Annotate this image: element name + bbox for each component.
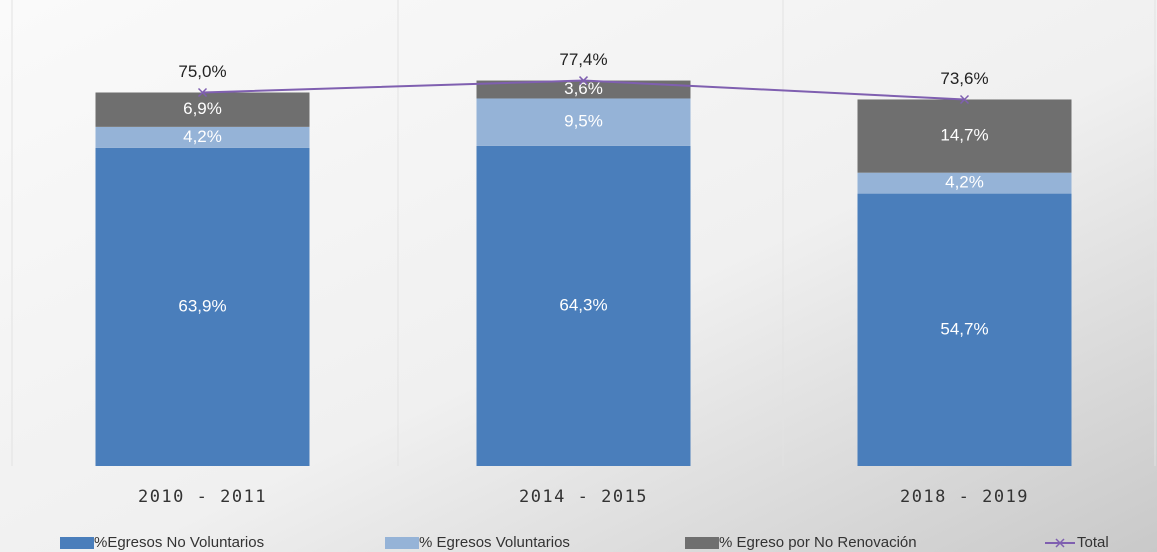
total-marker bbox=[197, 87, 208, 98]
bar-segment bbox=[476, 80, 691, 99]
total-marker bbox=[578, 76, 589, 86]
value-label: 4,2% bbox=[945, 173, 984, 192]
legend-swatch bbox=[685, 537, 719, 549]
legend-swatch bbox=[60, 537, 94, 549]
x-tick-label: 2018 - 2019 bbox=[900, 487, 1029, 507]
value-label: 6,9% bbox=[183, 99, 222, 118]
value-label: 9,5% bbox=[564, 112, 603, 131]
bar-segment bbox=[857, 99, 1072, 173]
bar-segment bbox=[95, 126, 310, 148]
total-label: 75,0% bbox=[178, 62, 226, 81]
legend-label: % Egresos Voluntarios bbox=[419, 534, 570, 551]
x-tick-label: 2010 - 2011 bbox=[138, 487, 267, 507]
total-label: 73,6% bbox=[940, 69, 988, 88]
bar-segment bbox=[857, 172, 1072, 194]
legend-label: %Egresos No Voluntarios bbox=[94, 534, 264, 551]
bar-segment bbox=[95, 92, 310, 127]
bar-segment bbox=[476, 145, 691, 466]
value-label: 63,9% bbox=[178, 296, 226, 315]
legend-swatch bbox=[385, 537, 419, 549]
bar-segment bbox=[476, 98, 691, 146]
x-tick-label: 2014 - 2015 bbox=[519, 487, 648, 507]
value-label: 14,7% bbox=[940, 126, 988, 145]
value-label: 4,2% bbox=[183, 127, 222, 146]
value-label: 64,3% bbox=[559, 295, 607, 314]
legend-swatch-marker bbox=[1055, 538, 1065, 548]
total-marker bbox=[959, 94, 970, 105]
value-label: 3,6% bbox=[564, 79, 603, 98]
total-label: 77,4% bbox=[559, 50, 607, 69]
bar-segment bbox=[857, 193, 1072, 466]
legend-label: % Egreso por No Renovación bbox=[719, 534, 917, 551]
bar-segment bbox=[95, 147, 310, 466]
plot-dividers bbox=[11, 0, 1156, 466]
value-label: 54,7% bbox=[940, 319, 988, 338]
legend-label: Total bbox=[1077, 534, 1109, 551]
